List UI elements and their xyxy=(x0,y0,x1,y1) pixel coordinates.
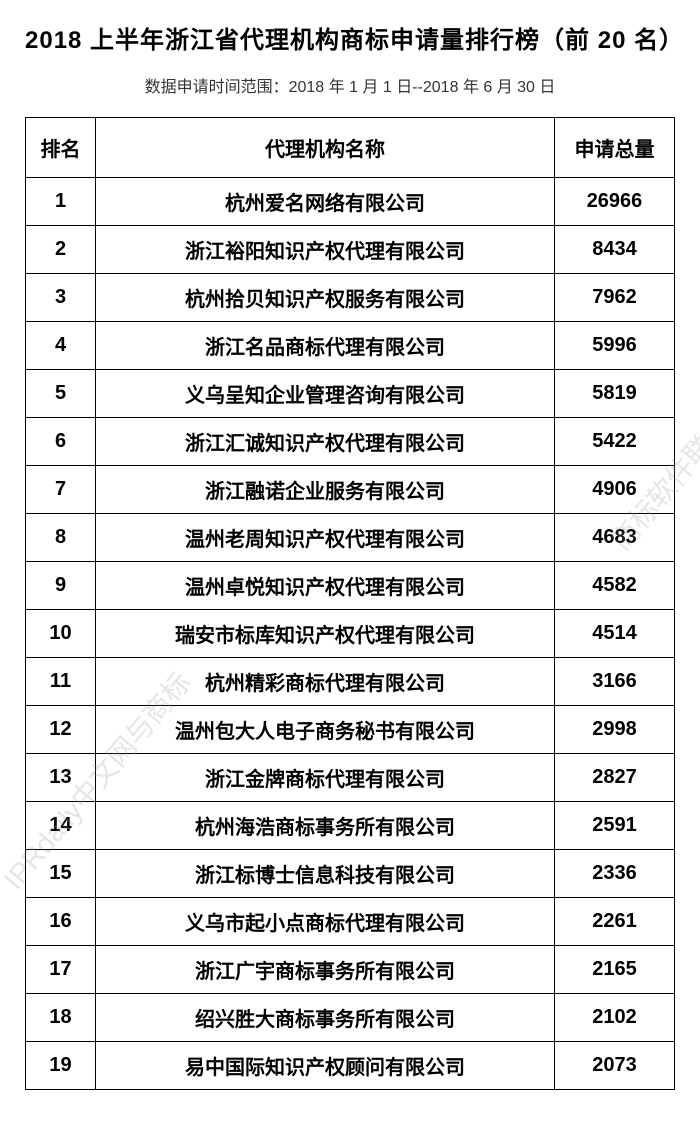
cell-rank: 18 xyxy=(26,994,96,1042)
table-row: 10瑞安市标库知识产权代理有限公司4514 xyxy=(26,610,675,658)
table-row: 12温州包大人电子商务秘书有限公司2998 xyxy=(26,706,675,754)
cell-rank: 8 xyxy=(26,514,96,562)
cell-name: 浙江广宇商标事务所有限公司 xyxy=(96,946,555,994)
cell-name: 浙江汇诚知识产权代理有限公司 xyxy=(96,418,555,466)
table-row: 8温州老周知识产权代理有限公司4683 xyxy=(26,514,675,562)
cell-rank: 13 xyxy=(26,754,96,802)
table-row: 4浙江名品商标代理有限公司5996 xyxy=(26,322,675,370)
table-row: 6浙江汇诚知识产权代理有限公司5422 xyxy=(26,418,675,466)
table-row: 13浙江金牌商标代理有限公司2827 xyxy=(26,754,675,802)
cell-total: 26966 xyxy=(555,178,675,226)
cell-name: 义乌市起小点商标代理有限公司 xyxy=(96,898,555,946)
table-row: 19易中国际知识产权顾问有限公司2073 xyxy=(26,1042,675,1090)
cell-name: 易中国际知识产权顾问有限公司 xyxy=(96,1042,555,1090)
cell-total: 4514 xyxy=(555,610,675,658)
cell-total: 5819 xyxy=(555,370,675,418)
table-row: 18绍兴胜大商标事务所有限公司2102 xyxy=(26,994,675,1042)
cell-name: 浙江融诺企业服务有限公司 xyxy=(96,466,555,514)
cell-total: 2073 xyxy=(555,1042,675,1090)
cell-name: 义乌呈知企业管理咨询有限公司 xyxy=(96,370,555,418)
cell-name: 杭州海浩商标事务所有限公司 xyxy=(96,802,555,850)
cell-name: 杭州拾贝知识产权服务有限公司 xyxy=(96,274,555,322)
page-title: 2018 上半年浙江省代理机构商标申请量排行榜（前 20 名） xyxy=(25,20,675,55)
cell-total: 4906 xyxy=(555,466,675,514)
table-row: 17浙江广宇商标事务所有限公司2165 xyxy=(26,946,675,994)
cell-name: 温州老周知识产权代理有限公司 xyxy=(96,514,555,562)
cell-rank: 5 xyxy=(26,370,96,418)
cell-total: 2591 xyxy=(555,802,675,850)
cell-name: 温州包大人电子商务秘书有限公司 xyxy=(96,706,555,754)
cell-rank: 14 xyxy=(26,802,96,850)
table-row: 15浙江标博士信息科技有限公司2336 xyxy=(26,850,675,898)
cell-rank: 10 xyxy=(26,610,96,658)
table-row: 9温州卓悦知识产权代理有限公司4582 xyxy=(26,562,675,610)
cell-total: 2165 xyxy=(555,946,675,994)
header-rank: 排名 xyxy=(26,118,96,178)
cell-rank: 15 xyxy=(26,850,96,898)
cell-rank: 2 xyxy=(26,226,96,274)
cell-total: 8434 xyxy=(555,226,675,274)
table-row: 14杭州海浩商标事务所有限公司2591 xyxy=(26,802,675,850)
table-row: 16义乌市起小点商标代理有限公司2261 xyxy=(26,898,675,946)
header-name: 代理机构名称 xyxy=(96,118,555,178)
cell-rank: 3 xyxy=(26,274,96,322)
cell-name: 温州卓悦知识产权代理有限公司 xyxy=(96,562,555,610)
table-row: 5义乌呈知企业管理咨询有限公司5819 xyxy=(26,370,675,418)
cell-rank: 6 xyxy=(26,418,96,466)
cell-rank: 1 xyxy=(26,178,96,226)
cell-total: 5996 xyxy=(555,322,675,370)
ranking-table: 排名 代理机构名称 申请总量 1杭州爱名网络有限公司269662浙江裕阳知识产权… xyxy=(25,117,675,1090)
table-row: 1杭州爱名网络有限公司26966 xyxy=(26,178,675,226)
cell-rank: 17 xyxy=(26,946,96,994)
table-header-row: 排名 代理机构名称 申请总量 xyxy=(26,118,675,178)
cell-name: 杭州爱名网络有限公司 xyxy=(96,178,555,226)
table-row: 7浙江融诺企业服务有限公司4906 xyxy=(26,466,675,514)
cell-total: 5422 xyxy=(555,418,675,466)
cell-total: 3166 xyxy=(555,658,675,706)
cell-name: 杭州精彩商标代理有限公司 xyxy=(96,658,555,706)
cell-total: 4683 xyxy=(555,514,675,562)
cell-total: 2827 xyxy=(555,754,675,802)
cell-total: 7962 xyxy=(555,274,675,322)
cell-name: 浙江金牌商标代理有限公司 xyxy=(96,754,555,802)
cell-name: 浙江裕阳知识产权代理有限公司 xyxy=(96,226,555,274)
cell-rank: 12 xyxy=(26,706,96,754)
cell-rank: 11 xyxy=(26,658,96,706)
date-range-subtitle: 数据申请时间范围：2018 年 1 月 1 日--2018 年 6 月 30 日 xyxy=(25,73,675,97)
cell-rank: 7 xyxy=(26,466,96,514)
cell-rank: 9 xyxy=(26,562,96,610)
cell-name: 瑞安市标库知识产权代理有限公司 xyxy=(96,610,555,658)
header-total: 申请总量 xyxy=(555,118,675,178)
table-body: 1杭州爱名网络有限公司269662浙江裕阳知识产权代理有限公司84343杭州拾贝… xyxy=(26,178,675,1090)
cell-total: 2102 xyxy=(555,994,675,1042)
cell-name: 浙江标博士信息科技有限公司 xyxy=(96,850,555,898)
cell-total: 4582 xyxy=(555,562,675,610)
cell-name: 浙江名品商标代理有限公司 xyxy=(96,322,555,370)
cell-rank: 16 xyxy=(26,898,96,946)
cell-total: 2261 xyxy=(555,898,675,946)
table-row: 11杭州精彩商标代理有限公司3166 xyxy=(26,658,675,706)
cell-total: 2998 xyxy=(555,706,675,754)
cell-rank: 4 xyxy=(26,322,96,370)
table-row: 2浙江裕阳知识产权代理有限公司8434 xyxy=(26,226,675,274)
cell-name: 绍兴胜大商标事务所有限公司 xyxy=(96,994,555,1042)
cell-total: 2336 xyxy=(555,850,675,898)
table-row: 3杭州拾贝知识产权服务有限公司7962 xyxy=(26,274,675,322)
cell-rank: 19 xyxy=(26,1042,96,1090)
